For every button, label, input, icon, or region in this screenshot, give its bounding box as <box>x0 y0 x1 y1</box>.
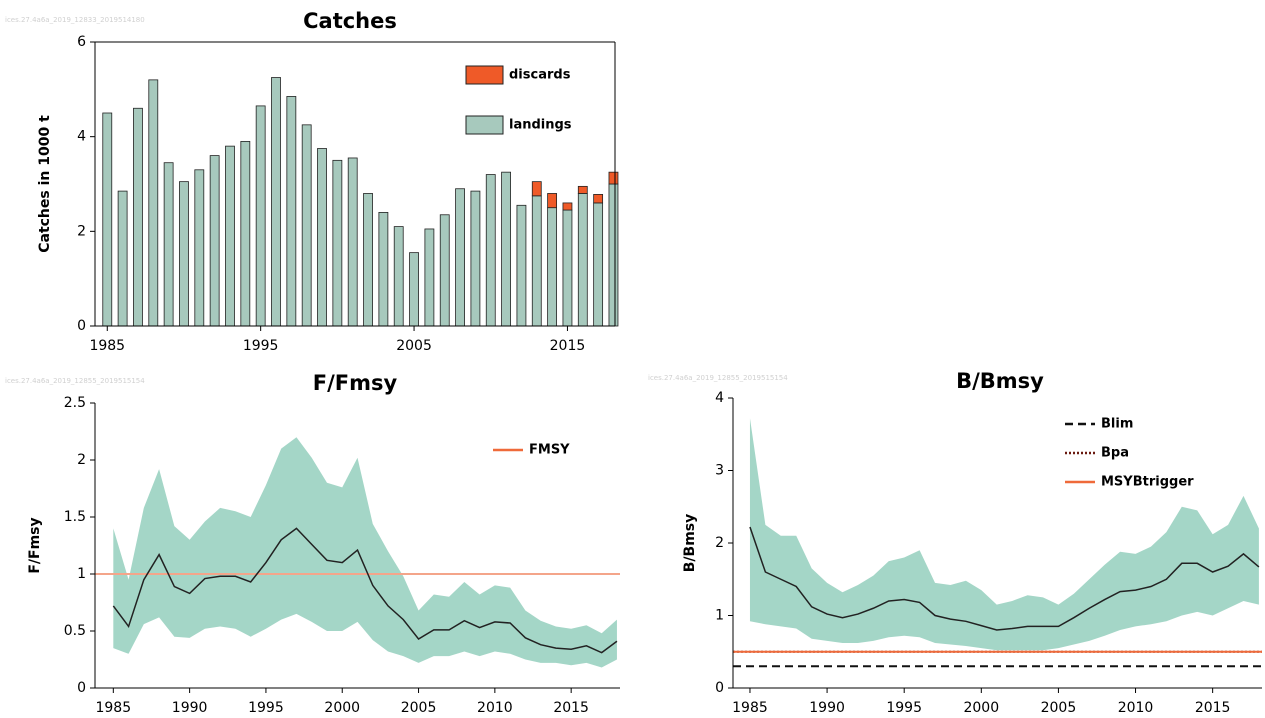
confidence-band <box>749 418 1259 651</box>
bar-segment <box>577 185 588 194</box>
y-tick-label: 2 <box>715 535 724 551</box>
bar-segment <box>501 171 511 327</box>
x-tick-label: 1990 <box>809 700 845 716</box>
bar-segment <box>593 202 604 327</box>
chart-panel: ices.27.4a6a_2019_12855_2019515154 F/Fmsy… <box>5 371 620 716</box>
bar-segment <box>531 195 542 327</box>
y-tick-label: 0 <box>715 680 724 696</box>
y-axis-label: F/Fmsy <box>27 517 43 573</box>
x-tick-label: 2000 <box>324 700 360 716</box>
y-tick-label: 2.5 <box>64 395 86 411</box>
bar-segment <box>163 162 174 327</box>
bar-segment <box>531 181 542 197</box>
bar-segment <box>608 183 619 327</box>
bar-segment <box>225 145 235 327</box>
x-tick-label: 2005 <box>396 338 432 354</box>
legend-label: MSYBtrigger <box>1101 475 1194 490</box>
legend-label: FMSY <box>529 443 570 458</box>
x-tick-label: 1985 <box>732 700 768 716</box>
bar-segment <box>102 112 113 327</box>
bar-segment <box>117 190 128 327</box>
x-tick-label: 1995 <box>886 700 922 716</box>
chart-panel: ices.27.4a6a_2019_12855_2019515154 B/Bmsy… <box>648 369 1262 716</box>
y-tick-label: 3 <box>715 463 724 479</box>
bar-segment <box>301 124 312 327</box>
bar-segment <box>424 228 435 327</box>
x-tick-label: 1995 <box>248 700 284 716</box>
y-tick-label: 4 <box>715 390 724 406</box>
bar-segment <box>562 209 573 327</box>
y-tick-label: 6 <box>77 34 86 50</box>
bar-segment <box>516 204 527 327</box>
x-tick-label: 1985 <box>89 338 125 354</box>
x-tick-label: 2010 <box>1118 700 1154 716</box>
x-tick-label: 2015 <box>1195 700 1231 716</box>
bar-segment <box>378 211 389 327</box>
source-label: ices.27.4a6a_2019_12833_2019514180 <box>5 16 145 24</box>
data-line <box>112 527 618 654</box>
source-label: ices.27.4a6a_2019_12855_2019515154 <box>5 377 145 385</box>
x-tick-label: 1995 <box>243 338 279 354</box>
y-tick-label: 0 <box>77 318 86 334</box>
y-tick-label: 0 <box>77 680 86 696</box>
bar-segment <box>194 169 205 327</box>
bar-segment <box>347 157 358 327</box>
bar-segment <box>240 140 251 327</box>
legend-label: landings <box>509 118 572 133</box>
bar-segment <box>562 202 573 211</box>
x-tick-label: 1990 <box>172 700 208 716</box>
bar-segment <box>593 194 604 204</box>
y-tick-label: 1.5 <box>64 509 86 525</box>
y-tick-label: 2 <box>77 223 86 239</box>
bar-segment <box>608 171 619 185</box>
bar-segment <box>363 193 373 327</box>
bar-segment <box>286 96 297 327</box>
x-tick-label: 2005 <box>401 700 437 716</box>
bar-segment <box>485 174 496 327</box>
legend-label: Bpa <box>1101 446 1129 461</box>
legend-swatch <box>465 115 504 135</box>
y-tick-label: 2 <box>77 452 86 468</box>
y-tick-label: 1 <box>77 566 86 582</box>
bar-segment <box>577 193 588 327</box>
bar-segment <box>470 190 481 327</box>
bar-segment <box>409 252 419 327</box>
bar-segment <box>547 207 558 327</box>
x-tick-label: 2005 <box>1041 700 1077 716</box>
bar-segment <box>133 107 143 327</box>
legend-label: Blim <box>1101 417 1133 432</box>
bar-segment <box>148 79 159 327</box>
chart-title: B/Bmsy <box>956 369 1044 393</box>
x-tick-label: 2015 <box>553 700 589 716</box>
bar-segment <box>547 193 558 209</box>
source-label: ices.27.4a6a_2019_12855_2019515154 <box>648 374 788 382</box>
y-axis-label: B/Bmsy <box>682 514 698 573</box>
x-tick-label: 2010 <box>477 700 513 716</box>
legend-label: discards <box>509 68 571 83</box>
confidence-band <box>113 437 617 668</box>
bar-segment <box>271 77 281 327</box>
bar-segment <box>317 148 327 327</box>
chart-title: Catches <box>303 9 397 33</box>
bar-segment <box>209 155 220 327</box>
x-tick-label: 2015 <box>550 338 586 354</box>
bar-segment <box>255 105 266 327</box>
bar-segment <box>455 188 465 327</box>
y-tick-label: 0.5 <box>64 623 86 639</box>
bar-segment <box>393 226 404 327</box>
chart-title: F/Fmsy <box>313 371 398 395</box>
data-line <box>749 526 1260 631</box>
y-tick-label: 1 <box>715 608 724 624</box>
x-tick-label: 1985 <box>95 700 131 716</box>
y-axis-label: Catches in 1000 t <box>37 115 53 253</box>
chart-panel: ices.27.4a6a_2019_12833_2019514180 Catche… <box>5 9 619 354</box>
y-tick-label: 4 <box>77 129 86 145</box>
legend-swatch <box>465 65 504 85</box>
x-tick-label: 2000 <box>963 700 999 716</box>
bar-segment <box>439 214 450 327</box>
bar-segment <box>332 159 343 327</box>
bar-segment <box>179 181 189 327</box>
